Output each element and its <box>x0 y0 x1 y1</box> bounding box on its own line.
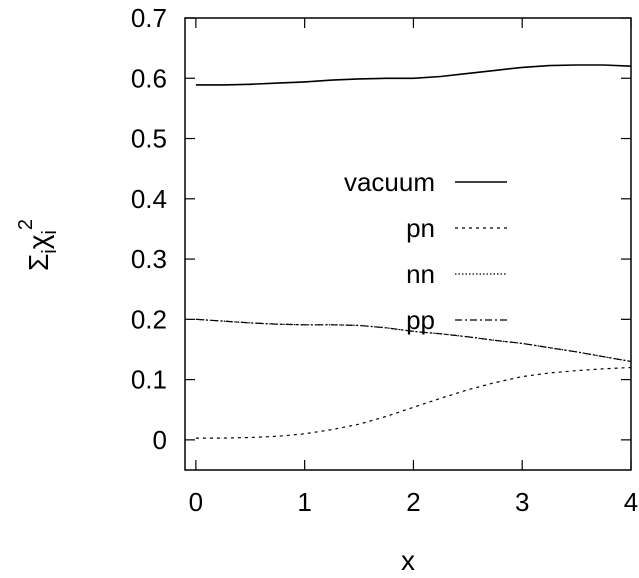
y-axis-title-base: Σ <box>23 254 54 271</box>
series-line-vacuum <box>195 64 632 86</box>
x-axis-title: x <box>401 545 415 576</box>
y-tick-label: 0.2 <box>131 304 167 334</box>
plot-frame <box>184 17 632 471</box>
y-tick-label: 0.1 <box>131 365 167 395</box>
series-lines <box>195 64 632 439</box>
y-tick-label: 0.6 <box>131 63 167 93</box>
legend-label-vacuum: vacuum <box>344 167 435 197</box>
x-tick-label: 4 <box>624 487 638 517</box>
y-tick-label: 0.3 <box>131 244 167 274</box>
y-axis-title: Σiχi2 <box>15 219 61 271</box>
axis-ticks: 0 0.1 0.2 0.3 0.4 0.5 0.6 0.7 0 1 2 3 4 <box>131 3 638 517</box>
x-tick-label: 3 <box>515 487 529 517</box>
y-tick-label: 0.4 <box>131 184 167 214</box>
y-axis-title-mid: χ <box>23 234 54 249</box>
y-axis-title-sup: 2 <box>15 219 37 230</box>
svg-text:Σiχi2: Σiχi2 <box>15 219 61 271</box>
x-tick-label: 1 <box>297 487 311 517</box>
series-line-pp <box>195 318 632 363</box>
y-tick-label: 0.7 <box>131 3 167 33</box>
legend-label-pp: pp <box>406 305 435 335</box>
legend-label-nn: nn <box>406 259 435 289</box>
x-tick-label: 2 <box>406 487 420 517</box>
y-tick-label: 0 <box>153 425 167 455</box>
y-tick-label: 0.5 <box>131 124 167 154</box>
y-axis-title-sub2: i <box>39 230 61 234</box>
x-tick-label: 0 <box>189 487 203 517</box>
legend: vacuum pn nn pp <box>344 167 507 335</box>
series-line-pn <box>195 366 632 439</box>
legend-label-pn: pn <box>406 213 435 243</box>
y-axis-title-sub1: i <box>39 249 61 253</box>
